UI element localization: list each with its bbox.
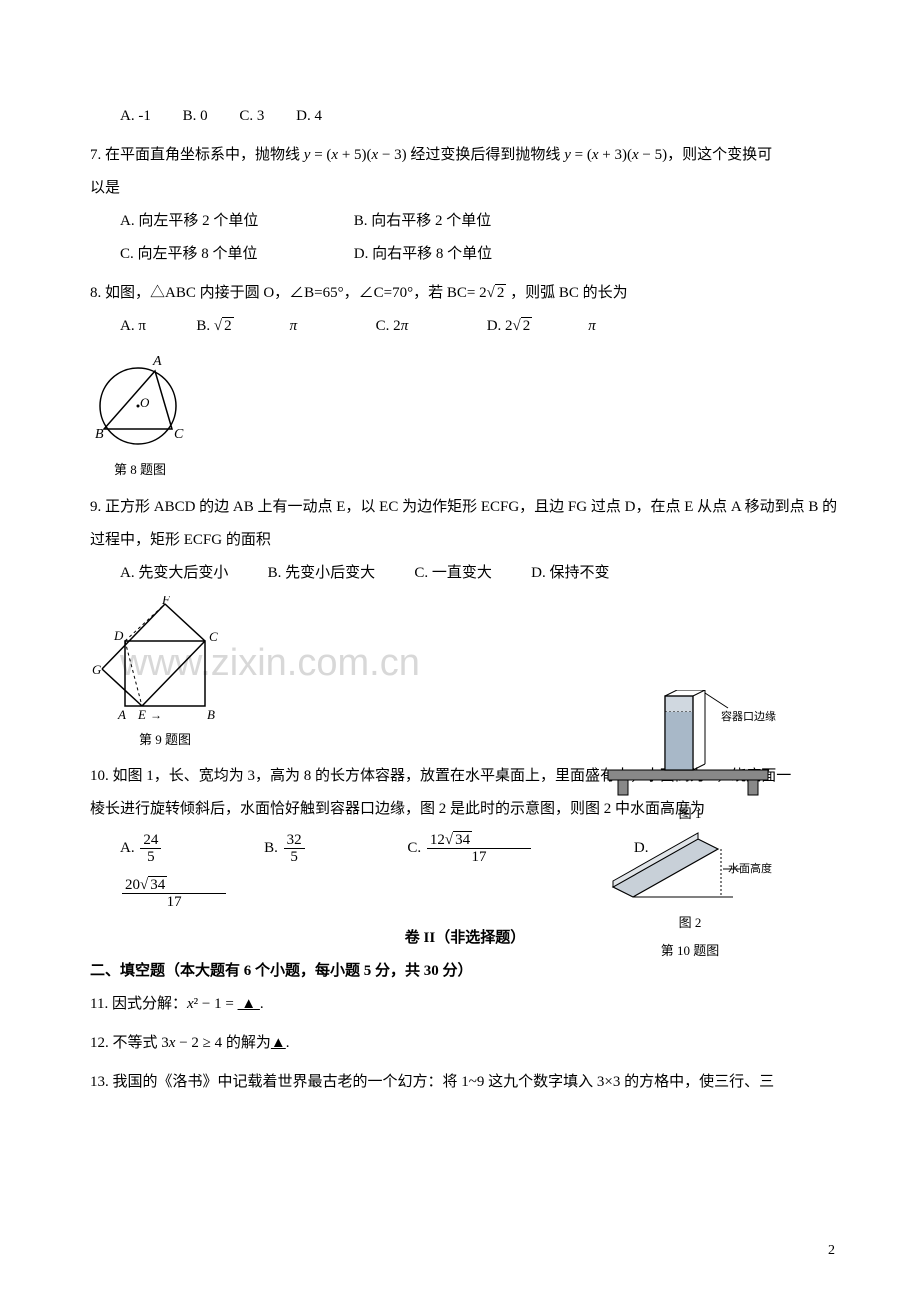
q6-opt-a: A. -1 <box>120 108 151 124</box>
q7-eq1-rhs: = (x + 5)(x − 3) <box>310 147 406 163</box>
q10-figures: 容器口边缘 图 1 水面高度 图 2 第 10 题图 <box>600 690 780 966</box>
svg-text:O: O <box>140 395 150 410</box>
q11-post: . <box>260 996 264 1012</box>
q7-stem-mid: 经过变换后得到抛物线 <box>407 147 565 163</box>
svg-text:A: A <box>152 354 162 369</box>
svg-text:D: D <box>113 628 124 643</box>
q11-blank: ▲ <box>238 996 260 1012</box>
q8-stem: 8. 如图，△ABC 内接于圆 O，∠B=65°，∠C=70°，若 BC= 2√… <box>90 277 840 310</box>
q7-eq2-rhs: = (x + 3)(x − 5) <box>571 147 667 163</box>
q8-fig-caption: 第 8 题图 <box>90 456 190 485</box>
q12-mid: 的解为 <box>222 1035 271 1051</box>
q7-stem-line2: 以是 <box>90 172 840 205</box>
q6-options: A. -1 B. 0 C. 3 D. 4 <box>90 100 840 133</box>
svg-text:B: B <box>207 707 215 722</box>
q6-opt-c: C. 3 <box>239 108 264 124</box>
q9-stem1: 9. 正方形 ABCD 的边 AB 上有一动点 E，以 EC 为边作矩形 ECF… <box>90 491 840 524</box>
q8: 8. 如图，△ABC 内接于圆 O，∠B=65°，∠C=70°，若 BC= 2√… <box>90 277 840 485</box>
q9-opt-a: A. 先变大后变小 <box>120 565 228 581</box>
q8-opt-a: A. π <box>120 318 146 334</box>
svg-text:A: A <box>117 707 126 722</box>
svg-text:B: B <box>95 427 104 442</box>
q11-pre: 11. 因式分解： <box>90 996 187 1012</box>
svg-text:水面高度: 水面高度 <box>728 861 772 875</box>
q9-options: A. 先变大后变小 B. 先变小后变大 C. 一直变大 D. 保持不变 <box>90 557 840 590</box>
svg-text:F: F <box>161 596 171 607</box>
q8-opt-c: C. 2π <box>376 318 437 334</box>
q8-bc-val: 2√2 <box>479 285 506 301</box>
svg-text:容器口边缘: 容器口边缘 <box>721 709 776 723</box>
q9-opt-c: C. 一直变大 <box>414 565 492 581</box>
q6-opt-b: B. 0 <box>183 108 208 124</box>
q12-expr: 3x − 2 ≥ 4 <box>161 1035 222 1051</box>
q7-eq2-lhs: y <box>564 147 571 163</box>
q6-opt-d: D. 4 <box>296 108 322 124</box>
q8-figure: A B C O 第 8 题图 <box>90 351 840 485</box>
q10-fig2-caption: 图 2 <box>600 909 780 938</box>
q11-expr: x² − 1 = <box>187 996 238 1012</box>
q7-opt-a: A. 向左平移 2 个单位 <box>120 205 350 238</box>
q10-fig-main-caption: 第 10 题图 <box>600 937 780 966</box>
q13: 13. 我国的《洛书》中记载着世界最古老的一个幻方：将 1~9 这九个数字填入 … <box>90 1066 840 1099</box>
q9-fig-caption: 第 9 题图 <box>90 726 240 755</box>
svg-text:G: G <box>92 662 102 677</box>
q11: 11. 因式分解：x² − 1 = ▲ . <box>90 988 840 1021</box>
q7-opt-c: C. 向左平移 8 个单位 <box>120 238 350 271</box>
q10-fig1-caption: 图 1 <box>600 800 780 829</box>
q12-post: . <box>286 1035 290 1051</box>
q8-options: A. π B. √2π C. 2π D. 2√2π <box>90 310 840 343</box>
q9-opt-b: B. 先变小后变大 <box>268 565 376 581</box>
q9-stem2: 过程中，矩形 ECFG 的面积 <box>90 524 840 557</box>
q12-blank: ▲ <box>271 1035 286 1051</box>
q7-stem-pre: 7. 在平面直角坐标系中，抛物线 <box>90 147 304 163</box>
q9-opt-d: D. 保持不变 <box>531 565 609 581</box>
svg-text:E: E <box>137 707 146 722</box>
q12-pre: 12. 不等式 <box>90 1035 161 1051</box>
svg-text:C: C <box>209 629 218 644</box>
q7-opt-d: D. 向右平移 8 个单位 <box>354 238 492 271</box>
q7-stem-line1: 7. 在平面直角坐标系中，抛物线 y = (x + 5)(x − 3) 经过变换… <box>90 139 840 172</box>
q7: 7. 在平面直角坐标系中，抛物线 y = (x + 5)(x − 3) 经过变换… <box>90 139 840 271</box>
q8-opt-d: D. 2√2π <box>487 318 624 334</box>
q7-opt-b: B. 向右平移 2 个单位 <box>354 205 492 238</box>
q8-stem-post: ，则弧 BC 的长为 <box>506 285 627 301</box>
q10-opt-a: A. 245 <box>120 840 217 856</box>
q10-opt-c: C. 12√3417 <box>407 840 587 856</box>
svg-text:C: C <box>174 427 184 442</box>
q12: 12. 不等式 3x − 2 ≥ 4 的解为▲. <box>90 1027 840 1060</box>
q8-opt-b: B. √2π <box>196 318 325 334</box>
page-number: 2 <box>828 1236 835 1267</box>
q8-stem-pre: 8. 如图，△ABC 内接于圆 O，∠B=65°，∠C=70°，若 BC= <box>90 285 479 301</box>
svg-text:→: → <box>150 708 162 722</box>
q10-opt-b: B. 325 <box>264 840 361 856</box>
q7-stem-post: ，则这个变换可 <box>667 147 772 163</box>
